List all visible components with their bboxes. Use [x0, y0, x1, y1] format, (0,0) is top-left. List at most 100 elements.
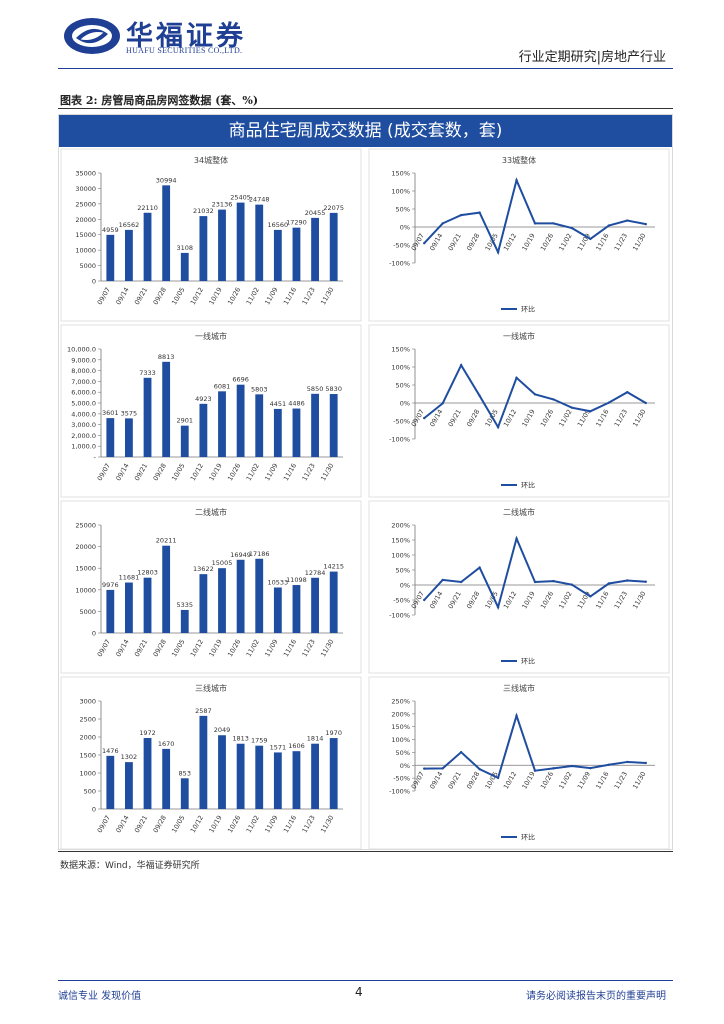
chart-frame [368, 500, 670, 674]
y-tick-label: 0% [400, 762, 410, 770]
bar [180, 425, 189, 457]
bar-value-label: 1970 [325, 729, 342, 737]
footer-slogan: 诚信专业 发现价值 [58, 991, 142, 1002]
page-number: 4 [355, 985, 363, 999]
y-tick-label: 2500 [79, 716, 96, 724]
line-point [589, 766, 592, 770]
bar [162, 185, 171, 281]
bar-value-label: 17186 [249, 550, 270, 558]
line-point [496, 425, 500, 429]
bar [311, 393, 319, 457]
bar [273, 229, 282, 281]
y-tick-label: 10,000.0 [67, 346, 96, 354]
y-tick-label: 0% [400, 224, 410, 232]
bar-value-label: 10533 [268, 578, 289, 586]
bar-value-label: 30994 [156, 176, 177, 184]
line-point [644, 222, 647, 226]
bar-value-label: 13622 [193, 565, 214, 573]
y-tick-label: 50% [396, 206, 410, 214]
bar-value-label: 3108 [176, 244, 193, 252]
bar-value-label: 23136 [212, 201, 233, 209]
huafu-logo-icon [64, 18, 120, 54]
bar [106, 418, 115, 457]
line-point [515, 376, 518, 379]
bar [255, 558, 264, 633]
bar-value-label: 16562 [119, 221, 140, 229]
line-point [589, 237, 592, 241]
bar [311, 577, 319, 633]
line-point [496, 251, 500, 254]
bar-value-label: 1606 [288, 742, 305, 750]
line-point [570, 406, 574, 409]
y-tick-label: -100% [389, 788, 410, 796]
chart-4: 一线城市-100%-50%0%50%100%150%09/07 09/14 09/2… [368, 324, 670, 498]
y-tick-label: 150% [391, 537, 410, 545]
y-tick-label: -100% [389, 436, 410, 444]
bar [162, 545, 171, 633]
bar [255, 745, 264, 809]
bar [311, 743, 319, 809]
y-tick-label: 6,000.0 [71, 389, 96, 397]
bar-value-label: 1759 [251, 737, 268, 745]
line-point [441, 222, 444, 225]
line-point [515, 714, 518, 717]
line-point [459, 580, 463, 584]
line-point [515, 537, 518, 540]
bar-value-label: 11681 [119, 574, 140, 582]
chart-title: 三线城市 [195, 683, 227, 693]
y-tick-label: 5,000.0 [71, 400, 96, 408]
line-point [589, 595, 592, 598]
y-tick-label: 3000 [79, 698, 96, 706]
bar [329, 212, 338, 281]
line-point [570, 583, 574, 586]
bar-value-label: 11098 [286, 576, 307, 584]
line-point [459, 213, 463, 217]
bar-value-label: 2901 [176, 417, 193, 425]
bar [199, 715, 208, 809]
y-tick-label: 10000 [75, 247, 96, 255]
data-source: 数据来源：Wind，华福证券研究所 [60, 861, 200, 871]
bar-value-label: 16560 [268, 221, 289, 229]
bar [273, 408, 282, 457]
bar-value-label: 2587 [195, 707, 212, 715]
line-point [459, 364, 463, 367]
bar [292, 585, 301, 633]
bar-value-label: 25405 [230, 194, 251, 202]
bar [199, 403, 208, 457]
y-tick-label: 0% [400, 582, 410, 590]
header-divider [58, 68, 673, 69]
y-tick-label: 15000 [75, 565, 96, 573]
bar [311, 217, 319, 281]
chart-title: 一线城市 [503, 331, 535, 341]
bar-value-label: 3575 [121, 409, 138, 417]
y-tick-label: 4,000.0 [71, 410, 96, 418]
line-point [644, 580, 647, 583]
bar [255, 394, 264, 457]
chart-banner: 商品住宅周成交数据 (成交套数，套) [59, 115, 672, 147]
y-tick-label: 0 [92, 806, 96, 814]
bar [236, 559, 245, 633]
line-point [533, 580, 537, 584]
figure-title: 图表 2: 房管局商品房网签数据 (套、%) [60, 94, 259, 107]
y-tick-label: 150% [391, 346, 410, 354]
bar-value-label: 6696 [232, 376, 249, 384]
y-tick-label: - [94, 454, 97, 462]
bar-value-label: 12784 [305, 569, 326, 577]
report-type: 行业定期研究|房地产行业 [518, 50, 666, 65]
bar [125, 229, 133, 281]
y-tick-label: 0 [92, 278, 96, 286]
bar [292, 408, 301, 457]
bar [162, 748, 171, 809]
bar-value-label: 1571 [270, 743, 287, 751]
line-point [441, 578, 444, 582]
y-tick-label: 20000 [75, 216, 96, 224]
title-underline [58, 108, 673, 109]
y-tick-label: 1500 [79, 752, 96, 760]
bar [236, 384, 245, 457]
source-divider [58, 851, 673, 852]
bar-value-label: 5850 [307, 385, 324, 393]
y-tick-label: 35000 [75, 170, 96, 178]
line-point [423, 416, 426, 420]
line-point [570, 226, 574, 230]
